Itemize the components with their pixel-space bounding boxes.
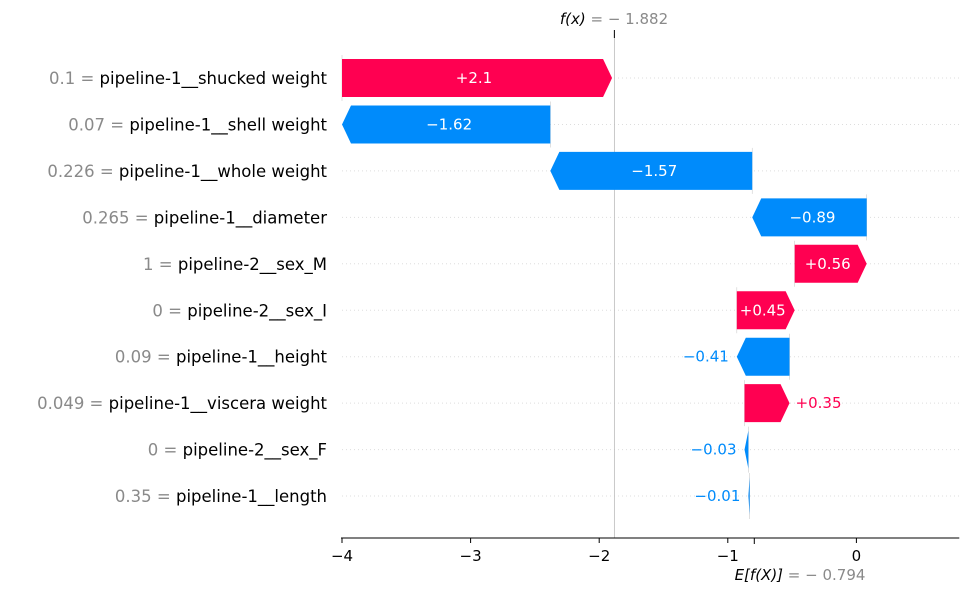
bar-value-label: +0.45 bbox=[740, 301, 786, 319]
feature-name-label: pipeline-1__height bbox=[176, 348, 328, 368]
base-value-annotation: E[f(X)] = − 0.794 bbox=[735, 566, 866, 584]
bar-value-label: −0.89 bbox=[789, 208, 835, 226]
feature-name-label: pipeline-1__diameter bbox=[154, 208, 327, 228]
bar-value-label: −0.01 bbox=[694, 487, 740, 505]
feature-label: 0.09 = pipeline-1__height bbox=[115, 348, 328, 368]
feature-value-label: 0.1 = bbox=[49, 69, 100, 88]
x-tick-label: −4 bbox=[331, 547, 353, 565]
bar-value-label: −1.62 bbox=[426, 115, 472, 133]
feature-value-label: 0.226 = bbox=[47, 162, 119, 181]
base-value-label: E[f(X)] bbox=[735, 566, 784, 584]
feature-label: 0 = pipeline-2__sex_I bbox=[152, 301, 327, 321]
fx-value: = − 1.882 bbox=[586, 10, 668, 28]
x-tick-label: −1 bbox=[717, 547, 739, 565]
x-axis: −4 −3 −2 −1 0 bbox=[331, 537, 960, 565]
feature-label: 1 = pipeline-2__sex_M bbox=[143, 255, 327, 275]
feature-name-label: pipeline-1__shell weight bbox=[129, 115, 327, 135]
feature-name-label: pipeline-1__viscera weight bbox=[109, 394, 328, 414]
feature-value-label: 0.35 = bbox=[115, 487, 176, 506]
feature-name-label: pipeline-1__shucked weight bbox=[100, 69, 328, 89]
feature-value-label: 0.09 = bbox=[115, 348, 176, 367]
bar-value-label: +0.35 bbox=[796, 394, 842, 412]
bar-value-label: +0.56 bbox=[805, 255, 851, 273]
bar-value-label: −1.57 bbox=[631, 162, 677, 180]
waterfall-bar bbox=[736, 337, 790, 376]
labels-layer: +2.1 0.1 = pipeline-1__shucked weight −1.6… bbox=[37, 69, 851, 507]
feature-value-label: 0.049 = bbox=[37, 394, 109, 413]
bar-value-label: −0.03 bbox=[691, 441, 737, 459]
waterfall-bar bbox=[736, 291, 795, 330]
waterfall-bar bbox=[550, 151, 753, 190]
feature-value-label: 0 = bbox=[148, 441, 183, 460]
feature-label: 0.049 = pipeline-1__viscera weight bbox=[37, 394, 327, 414]
feature-name-label: pipeline-2__sex_I bbox=[187, 301, 327, 321]
feature-label: 0.1 = pipeline-1__shucked weight bbox=[49, 69, 328, 89]
bar-value-label: +2.1 bbox=[456, 69, 492, 87]
fx-annotation: f(x) = − 1.882 bbox=[560, 10, 668, 28]
feature-value-label: 0.07 = bbox=[68, 115, 129, 134]
x-tick-label: 0 bbox=[852, 547, 862, 565]
waterfall-bar bbox=[752, 198, 867, 237]
feature-value-label: 0 = bbox=[152, 301, 187, 320]
fx-label: f(x) bbox=[560, 10, 586, 28]
feature-name-label: pipeline-2__sex_F bbox=[183, 441, 327, 461]
x-tick-label: −2 bbox=[588, 547, 610, 565]
waterfall-bar bbox=[744, 430, 749, 469]
feature-value-label: 0.265 = bbox=[82, 208, 154, 227]
base-value-value: = − 0.794 bbox=[783, 566, 865, 584]
feature-label: 0.226 = pipeline-1__whole weight bbox=[47, 162, 327, 182]
waterfall-bar bbox=[342, 59, 613, 97]
bars-layer bbox=[342, 59, 867, 516]
feature-value-label: 1 = bbox=[143, 255, 178, 274]
feature-label: 0.265 = pipeline-1__diameter bbox=[82, 208, 327, 228]
waterfall-bar bbox=[748, 477, 750, 516]
bar-value-label: −0.41 bbox=[683, 348, 729, 366]
feature-label: 0.07 = pipeline-1__shell weight bbox=[68, 115, 327, 135]
waterfall-bar bbox=[744, 384, 790, 423]
feature-name-label: pipeline-1__length bbox=[176, 487, 327, 507]
x-tick-label: −3 bbox=[460, 547, 482, 565]
waterfall-bar bbox=[794, 244, 867, 283]
feature-name-label: pipeline-2__sex_M bbox=[178, 255, 327, 275]
feature-label: 0.35 = pipeline-1__length bbox=[115, 487, 327, 507]
feature-name-label: pipeline-1__whole weight bbox=[119, 162, 328, 182]
feature-label: 0 = pipeline-2__sex_F bbox=[148, 441, 327, 461]
waterfall-bar bbox=[342, 105, 551, 144]
